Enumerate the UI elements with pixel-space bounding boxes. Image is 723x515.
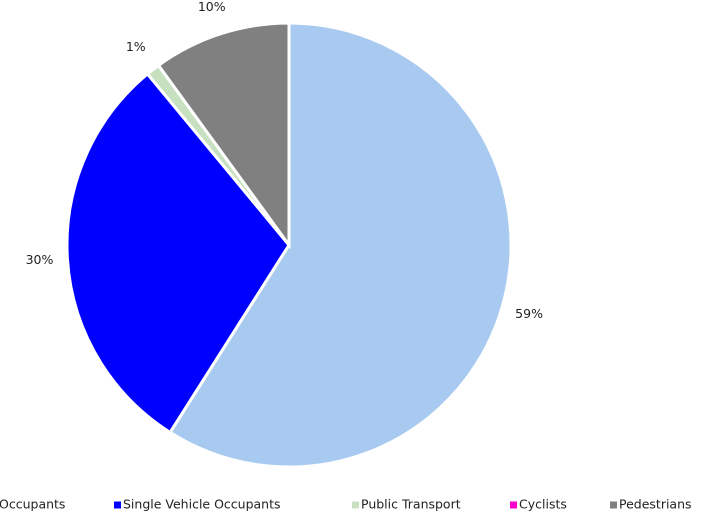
legend-label: Single Vehicle Occupants <box>123 497 281 512</box>
pie-slice <box>65 71 291 435</box>
pie-slice <box>167 21 513 469</box>
pie-slice <box>156 21 291 250</box>
slice-label: 1% <box>126 39 146 54</box>
legend-label: Cyclists <box>519 497 567 512</box>
slice-label: 10% <box>198 0 226 14</box>
legend-label: Occupants <box>0 497 65 512</box>
slice-label: 59% <box>515 306 543 321</box>
slice-label: 30% <box>26 252 54 267</box>
legend-marker <box>610 501 617 509</box>
legend-label: Pedestrians <box>619 497 692 512</box>
legend-marker <box>114 501 121 509</box>
legend-marker <box>510 501 517 509</box>
legend-marker <box>352 501 359 509</box>
legend-label: Public Transport <box>361 497 461 512</box>
